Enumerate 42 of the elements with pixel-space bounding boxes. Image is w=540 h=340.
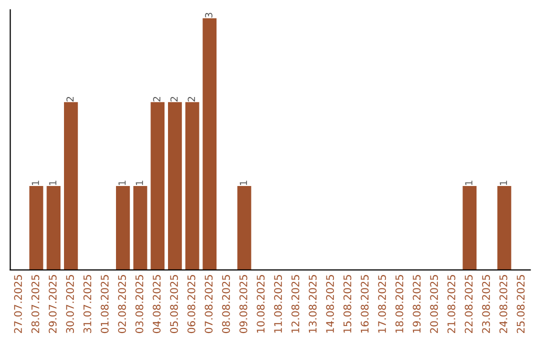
x-tick-label: 02.08.2025 [118,275,126,334]
x-tick-label: 15.08.2025 [343,275,352,333]
x-tick-label: 21.08.2025 [447,275,456,334]
x-tick-label: 22.08.2025 [464,275,473,334]
x-tick-label: 08.08.2025 [222,275,230,334]
x-tick-label: 10.08.2025 [256,275,265,333]
x-tick-label: 01.08.2025 [100,275,109,334]
x-tick-label: 09.08.2025 [239,275,248,334]
x-tick-label: 19.08.2025 [412,275,421,333]
x-tick-label: 27.07.2025 [14,275,22,334]
x-tick-label: 31.07.2025 [83,275,92,333]
x-tick-label: 23.08.2025 [482,275,490,334]
data-label: 1 [500,180,507,185]
data-label: 1 [49,180,56,185]
x-tick-label: 11.08.2025 [274,275,282,333]
x-tick-label: 20.08.2025 [430,275,438,334]
x-tick-label: 17.08.2025 [378,275,386,333]
data-label: 1 [32,180,39,185]
data-label: 2 [188,96,195,102]
data-label: 3 [205,12,212,18]
x-tick-label: 14.08.2025 [326,275,334,333]
x-tick-label: 18.08.2025 [395,275,404,333]
data-label: 1 [465,180,472,185]
data-label: 2 [153,96,160,102]
data-label: 1 [118,180,126,185]
data-label: 2 [170,96,178,102]
x-tick-label: 12.08.2025 [291,275,300,333]
x-tick-label: 30.07.2025 [66,275,74,333]
x-tick-label: 28.07.2025 [31,275,40,334]
x-tick-label: 16.08.2025 [360,275,369,333]
data-label: 2 [66,96,74,102]
x-tick-label: 25.08.2025 [516,275,525,334]
data-label: 1 [136,180,143,185]
x-tick-label: 24.08.2025 [499,275,508,334]
x-tick-label: 04.08.2025 [152,275,161,334]
x-tick-label: 13.08.2025 [308,275,317,333]
x-tick-label: 07.08.2025 [204,275,213,334]
x-tick-label: 03.08.2025 [135,275,144,334]
x-tick-label: 29.07.2025 [48,275,57,334]
x-tick-label: 06.08.2025 [187,275,196,334]
x-tick-label: 05.08.2025 [170,275,178,334]
data-label: 1 [240,180,247,185]
